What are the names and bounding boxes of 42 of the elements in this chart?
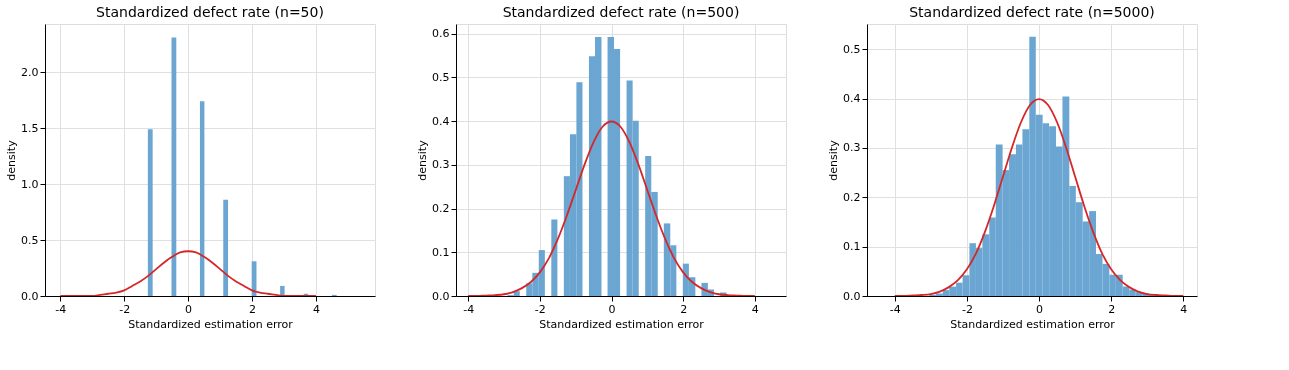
y-tick-label: 0.1 [432, 245, 450, 259]
x-tick-label: 4 [312, 302, 320, 316]
y-tick-label: 0.5 [432, 70, 450, 84]
y-tick-label: 1.5 [21, 121, 39, 135]
y-tick-label: 0.5 [21, 233, 39, 247]
x-axis-title: Standardized estimation error [950, 317, 1116, 331]
x-tick-label: 0 [185, 302, 193, 316]
y-tick-label: 0.2 [843, 190, 861, 204]
x-tick-label: 4 [1180, 302, 1188, 316]
y-axis-title: density [5, 139, 19, 181]
x-tick-label: -2 [961, 302, 973, 316]
x-tick-label: 2 [680, 302, 688, 316]
chart-title: Standardized defect rate (n=50) [96, 4, 324, 20]
y-tick-label: 0.4 [432, 114, 450, 128]
x-tick-label: 0 [608, 302, 616, 316]
x-tick-label: -2 [534, 302, 546, 316]
y-tick-label: 0.0 [432, 289, 450, 303]
x-tick-label: -2 [119, 302, 131, 316]
x-tick-label: 0 [1036, 302, 1044, 316]
y-tick-label: 0.3 [843, 141, 861, 155]
x-tick-label: -4 [463, 302, 475, 316]
chart-title: Standardized defect rate (n=5000) [909, 4, 1155, 20]
y-tick-label: 0.3 [432, 158, 450, 172]
y-tick-label: 2.0 [21, 65, 39, 79]
y-tick-label: 0.0 [843, 289, 861, 303]
x-axis-title: Standardized estimation error [128, 317, 294, 331]
x-axis-title: Standardized estimation error [539, 317, 705, 331]
y-tick-label: 0.4 [843, 92, 861, 106]
y-axis-title: density [827, 139, 841, 181]
y-tick-label: 0.5 [843, 42, 861, 56]
x-tick-label: 4 [751, 302, 759, 316]
x-tick-label: 2 [1108, 302, 1116, 316]
y-tick-label: 1.0 [21, 177, 39, 191]
x-tick-label: 2 [249, 302, 257, 316]
y-tick-label: 0.6 [432, 27, 450, 41]
x-tick-label: -4 [889, 302, 901, 316]
chart-title: Standardized defect rate (n=500) [502, 4, 740, 20]
y-tick-label: 0.2 [432, 202, 450, 216]
y-tick-label: 0.0 [21, 289, 39, 303]
y-axis-title: density [416, 139, 430, 181]
x-tick-label: -4 [55, 302, 67, 316]
y-tick-label: 0.1 [843, 240, 861, 254]
